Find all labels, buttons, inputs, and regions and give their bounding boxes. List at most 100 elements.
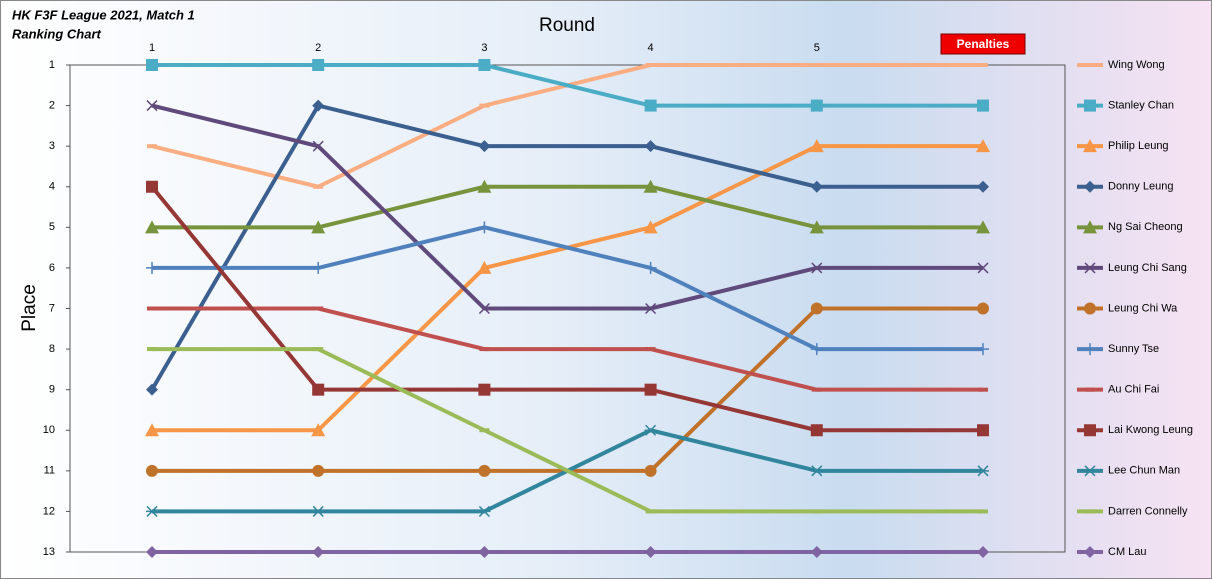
x-tick-label: 3: [481, 42, 487, 54]
series: [145, 179, 990, 234]
marker: [311, 423, 326, 437]
marker: [145, 423, 159, 437]
marker: [478, 302, 490, 315]
marker: [810, 546, 823, 558]
y-tick-label: 4: [49, 181, 55, 193]
marker: [477, 260, 492, 274]
marker: [645, 63, 656, 67]
y-tick-label: 3: [49, 140, 55, 152]
series-line: [150, 103, 983, 391]
marker: [1085, 509, 1095, 514]
legend-label: Stanley Chan: [1108, 99, 1174, 111]
marker: [1084, 343, 1096, 356]
y-tick-label: 1: [49, 59, 55, 71]
marker: [478, 221, 491, 234]
marker: [147, 306, 157, 311]
y-axis-title: Place: [19, 284, 40, 332]
penalties-box: [940, 33, 1026, 55]
marker: [977, 180, 989, 193]
marker: [146, 59, 158, 71]
marker: [1083, 139, 1097, 153]
series: [146, 59, 989, 112]
marker: [146, 100, 158, 112]
series: [146, 221, 989, 356]
legend-label: Au Chi Fai: [1108, 384, 1159, 396]
marker: [645, 302, 657, 315]
x-axis-title: Round: [539, 15, 595, 36]
x-tick-label: Penalties: [957, 37, 1010, 51]
marker: [478, 140, 491, 153]
marker: [809, 220, 824, 234]
marker: [312, 140, 324, 152]
marker: [146, 464, 158, 477]
marker: [643, 179, 658, 193]
marker: [145, 220, 159, 234]
marker: [977, 343, 989, 356]
y-tick-label: 13: [43, 546, 55, 558]
series: [146, 99, 989, 396]
marker: [977, 546, 989, 558]
y-tick-label: 6: [49, 262, 55, 274]
marker: [478, 546, 491, 558]
marker: [810, 99, 823, 112]
marker: [1083, 220, 1097, 234]
x-tick-label: 1: [149, 42, 155, 54]
marker: [146, 180, 158, 193]
x-tick-label: 5: [814, 42, 820, 54]
legend-label: CM Lau: [1108, 546, 1147, 558]
marker: [1085, 63, 1095, 67]
marker: [977, 99, 989, 112]
marker: [810, 180, 823, 193]
y-tick-label: 8: [49, 343, 55, 355]
marker: [1084, 424, 1096, 437]
marker: [478, 505, 491, 517]
marker: [644, 261, 657, 274]
marker: [644, 383, 657, 396]
marker: [976, 139, 990, 153]
series-line: [151, 103, 983, 311]
legend-label: Sunny Tse: [1108, 343, 1159, 355]
marker: [645, 347, 656, 352]
marker: [811, 63, 822, 67]
marker: [478, 464, 491, 477]
marker: [810, 465, 823, 477]
marker: [978, 509, 988, 514]
series: [147, 347, 988, 514]
marker: [479, 347, 490, 352]
marker: [810, 302, 823, 315]
marker: [312, 261, 325, 274]
marker: [644, 424, 657, 436]
marker: [1084, 465, 1096, 477]
marker: [644, 140, 657, 153]
marker: [312, 505, 325, 517]
marker: [313, 184, 324, 189]
marker: [644, 99, 657, 112]
marker: [1085, 387, 1095, 392]
legend-label: Philip Leung: [1108, 140, 1169, 152]
series-line: [152, 225, 983, 352]
marker: [976, 220, 990, 234]
marker: [313, 347, 324, 352]
legend-label: Ng Sai Cheong: [1108, 221, 1183, 233]
marker: [811, 387, 822, 392]
series: [146, 180, 989, 437]
marker: [312, 546, 325, 558]
marker: [809, 139, 824, 153]
marker: [977, 262, 989, 274]
marker: [645, 509, 656, 514]
chart-subtitle: Ranking Chart: [12, 26, 102, 41]
marker: [312, 383, 325, 396]
marker: [644, 546, 657, 558]
y-tick-label: 11: [44, 465, 55, 477]
marker: [313, 306, 324, 311]
marker: [312, 99, 325, 112]
marker: [146, 505, 158, 517]
marker: [977, 302, 989, 315]
series: [146, 100, 989, 315]
series-line: [152, 63, 983, 108]
legend-label: Wing Wong: [1108, 59, 1165, 71]
chart-title: HK F3F League 2021, Match 1: [12, 7, 195, 22]
marker: [977, 465, 989, 477]
marker: [811, 509, 822, 514]
